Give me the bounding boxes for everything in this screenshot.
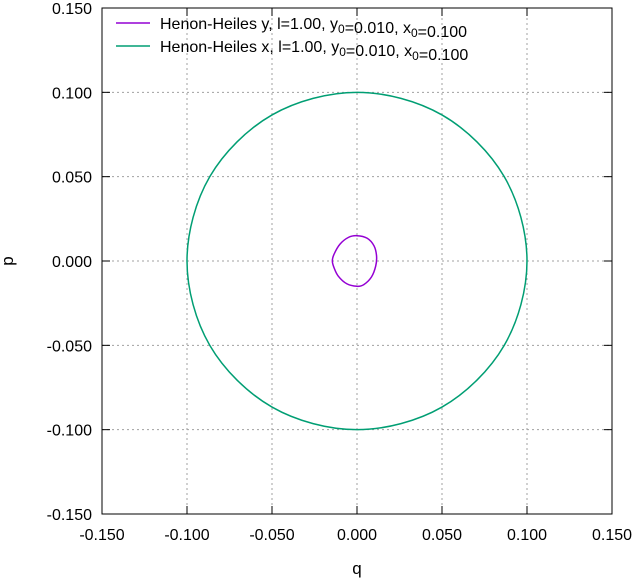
series-layer [186, 91, 528, 431]
x-axis-label: q [352, 559, 361, 578]
legend: Henon-Heiles y, l=1.00, y0=0.010, x0=0.1… [116, 16, 468, 64]
x-tick-label: 0.100 [507, 527, 547, 544]
y-tick-label: 0.000 [52, 254, 92, 271]
x-tick-label: -0.050 [249, 527, 294, 544]
y-axis-label: p [0, 256, 17, 265]
x-tick-label: 0.000 [337, 527, 377, 544]
series-line-1 [331, 234, 378, 288]
y-tick-label: 0.100 [52, 85, 92, 102]
series-line-2 [186, 91, 528, 431]
ticks: -0.150 -0.100 -0.050 0.000 0.050 0.100 0.150 -0… [47, 1, 632, 544]
y-tick-label: -0.100 [47, 423, 92, 440]
y-tick-label: 0.150 [52, 1, 92, 18]
y-tick-label: -0.150 [47, 507, 92, 524]
legend-label-1: Henon-Heiles y, l=1.00, y0=0.010, x0=0.1… [160, 16, 467, 41]
x-tick-label: 0.150 [592, 527, 632, 544]
x-tick-label: 0.050 [422, 527, 462, 544]
legend-label-2: Henon-Heiles x, l=1.00, y0=0.010, x0=0.1… [160, 39, 468, 64]
x-tick-label: -0.150 [79, 527, 124, 544]
y-tick-label: -0.050 [47, 338, 92, 355]
grid [102, 8, 612, 514]
y-tick-label: 0.050 [52, 170, 92, 187]
x-tick-label: -0.100 [164, 527, 209, 544]
